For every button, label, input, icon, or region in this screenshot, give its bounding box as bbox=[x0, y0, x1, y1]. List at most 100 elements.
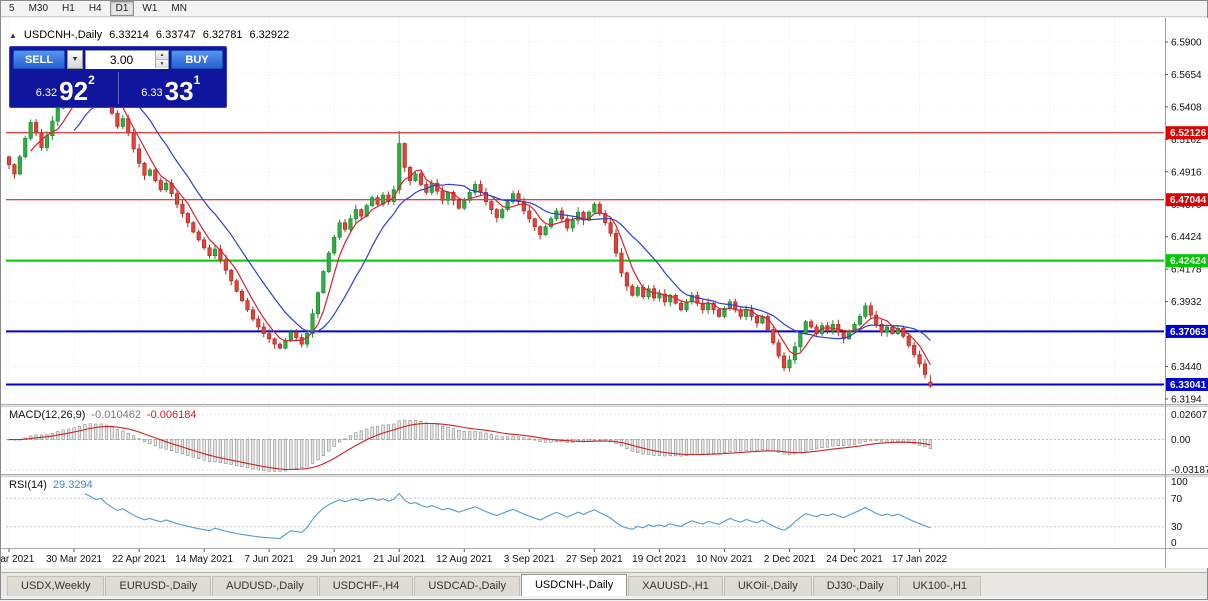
rsi-axis-label: 70 bbox=[1171, 494, 1183, 505]
timeframe-button-m30[interactable]: M30 bbox=[28, 3, 49, 14]
date-axis-label: 24 Dec 2021 bbox=[826, 554, 883, 565]
timeframe-button-mn[interactable]: MN bbox=[171, 3, 187, 14]
price-axis-label: 6.5654 bbox=[1171, 70, 1202, 81]
chart-tab[interactable]: XAUUSD-,H1 bbox=[628, 576, 723, 596]
date-axis-label: 21 Jul 2021 bbox=[373, 554, 425, 565]
timeframe-button-5[interactable]: 5 bbox=[9, 3, 15, 14]
panel-separators bbox=[1, 18, 1208, 568]
svg-text:6.42424: 6.42424 bbox=[1170, 256, 1207, 267]
trade-controls-row: SELL ▼ ▲ ▼ BUY bbox=[13, 50, 223, 69]
price-tag: 6.47044 bbox=[1166, 193, 1208, 207]
ask-price-sup: 1 bbox=[193, 73, 201, 87]
ask-price-display[interactable]: 6.33 33 1 bbox=[117, 72, 224, 106]
macd-value-signal: -0.006184 bbox=[146, 409, 197, 421]
macd-axis-label: 0.00 bbox=[1171, 435, 1191, 446]
price-axis-label: 6.4178 bbox=[1171, 265, 1202, 276]
chart-tab[interactable]: USDCNH-,Daily bbox=[520, 574, 628, 596]
rsi-value: 29.3294 bbox=[52, 479, 93, 491]
macd-name: MACD(12,26,9) bbox=[9, 409, 86, 421]
rsi-name: RSI(14) bbox=[9, 479, 47, 491]
date-axis-label: 12 Aug 2021 bbox=[436, 554, 493, 565]
candlestick-series bbox=[6, 63, 933, 388]
timeframe-button-h1[interactable]: H1 bbox=[62, 3, 75, 14]
ohlc-low: 6.32781 bbox=[202, 29, 243, 41]
rsi-indicator bbox=[6, 492, 1164, 540]
chart-tab[interactable]: DJ30-,Daily bbox=[812, 576, 898, 596]
date-axis-label: 7 Jun 2021 bbox=[244, 554, 294, 565]
buy-button[interactable]: BUY bbox=[171, 50, 223, 69]
svg-text:6.33041: 6.33041 bbox=[1170, 380, 1207, 391]
volume-spinner: ▲ ▼ bbox=[155, 51, 168, 68]
rsi-axis-label: 0 bbox=[1171, 538, 1177, 549]
moving-averages bbox=[30, 78, 931, 366]
ask-price-main: 6.33 bbox=[141, 87, 163, 99]
moving-average-13 bbox=[73, 95, 931, 341]
svg-text:6.52126: 6.52126 bbox=[1170, 128, 1207, 139]
horizontal-line-objects bbox=[6, 132, 1164, 386]
date-axis-label: 14 May 2021 bbox=[175, 554, 233, 565]
chart-tab[interactable]: USDCAD-,Daily bbox=[414, 576, 520, 596]
date-axis-label: 30 Mar 2021 bbox=[46, 554, 103, 565]
timeframe-button-w1[interactable]: W1 bbox=[142, 3, 158, 14]
price-tag: 6.52126 bbox=[1166, 126, 1208, 140]
price-axis: 6.59006.56546.54086.51626.49166.46706.44… bbox=[1165, 38, 1208, 549]
sell-button[interactable]: SELL bbox=[13, 50, 65, 69]
ohlc-high: 6.33747 bbox=[155, 29, 196, 41]
chart-tab-bar: USDX,Weekly EURUSD-,Daily AUDUSD-,Daily USD… bbox=[1, 572, 1207, 596]
price-axis-label: 6.5408 bbox=[1171, 102, 1202, 113]
moving-average-5 bbox=[30, 78, 931, 366]
chart-tab[interactable]: USDX,Weekly bbox=[7, 576, 105, 596]
volume-field: ▲ ▼ bbox=[85, 50, 169, 69]
date-axis-label: 8 Mar 2021 bbox=[1, 554, 35, 565]
macd-value-main: -0.010462 bbox=[91, 409, 141, 421]
date-axis-label: 17 Jan 2022 bbox=[892, 554, 947, 565]
chart-tab[interactable]: EURUSD-,Daily bbox=[105, 576, 212, 596]
chart-header: ▲ USDCNH-,Daily 6.33214 6.33747 6.32781 … bbox=[9, 29, 289, 41]
ask-price-big: 33 bbox=[164, 76, 194, 106]
chart-tab[interactable]: AUDUSD-,Daily bbox=[212, 576, 318, 596]
svg-text:6.37063: 6.37063 bbox=[1170, 327, 1207, 338]
price-tag: 6.33041 bbox=[1166, 377, 1208, 391]
ohlc-open: 6.33214 bbox=[109, 29, 149, 41]
bid-price-main: 6.32 bbox=[35, 87, 58, 99]
timeframe-button-d1[interactable]: D1 bbox=[109, 1, 135, 16]
price-axis-label: 6.4916 bbox=[1171, 167, 1202, 178]
one-click-trading-panel: SELL ▼ ▲ ▼ BUY 6.32 92 2 6.33 33 bbox=[9, 46, 227, 108]
date-axis-label: 19 Oct 2021 bbox=[632, 554, 687, 565]
chart-tab[interactable]: USDCHF-,H4 bbox=[318, 576, 414, 596]
bid-price-sup: 2 bbox=[88, 73, 95, 87]
chart-title: USDCNH-,Daily bbox=[23, 29, 103, 41]
bid-ask-display: 6.32 92 2 6.33 33 1 bbox=[13, 72, 223, 104]
chevron-down-icon: ▼ bbox=[71, 56, 79, 63]
bid-price-display[interactable]: 6.32 92 2 bbox=[13, 72, 118, 104]
price-axis-label: 6.3194 bbox=[1171, 395, 1202, 406]
collapse-icon[interactable]: ▲ bbox=[9, 30, 17, 40]
chart-tab[interactable]: UK100-,H1 bbox=[898, 576, 982, 596]
order-type-dropdown-button[interactable]: ▼ bbox=[67, 50, 83, 69]
macd-axis-label: 0.02607 bbox=[1171, 410, 1208, 421]
date-axis-label: 2 Dec 2021 bbox=[764, 554, 816, 565]
price-axis-label: 6.3440 bbox=[1171, 362, 1202, 373]
ohlc-close: 6.32922 bbox=[249, 29, 290, 41]
macd-axis-label: -0.03187 bbox=[1171, 465, 1208, 476]
date-axis-label: 29 Jun 2021 bbox=[307, 554, 362, 565]
macd-indicator bbox=[6, 414, 1164, 472]
volume-up-button[interactable]: ▲ bbox=[156, 51, 168, 59]
price-axis-label: 6.5162 bbox=[1171, 135, 1202, 146]
rsi-axis-label: 30 bbox=[1171, 522, 1183, 533]
volume-input[interactable] bbox=[86, 51, 168, 69]
date-axis-label: 22 Apr 2021 bbox=[112, 554, 166, 565]
date-axis-label: 10 Nov 2021 bbox=[696, 554, 753, 565]
rsi-label: RSI(14) 29.3294 bbox=[9, 479, 93, 491]
timeframe-button-h4[interactable]: H4 bbox=[88, 3, 102, 14]
rsi-axis-label: 100 bbox=[1171, 477, 1188, 488]
date-axis-label: 3 Sep 2021 bbox=[504, 554, 556, 565]
volume-down-button[interactable]: ▼ bbox=[156, 59, 168, 68]
price-axis-label: 6.4424 bbox=[1171, 232, 1202, 243]
panel-splitter[interactable] bbox=[1, 404, 1208, 407]
chart-tab[interactable]: UKOil-,Daily bbox=[723, 576, 812, 596]
svg-text:6.47044: 6.47044 bbox=[1170, 195, 1207, 206]
panel-splitter[interactable] bbox=[1, 474, 1208, 477]
